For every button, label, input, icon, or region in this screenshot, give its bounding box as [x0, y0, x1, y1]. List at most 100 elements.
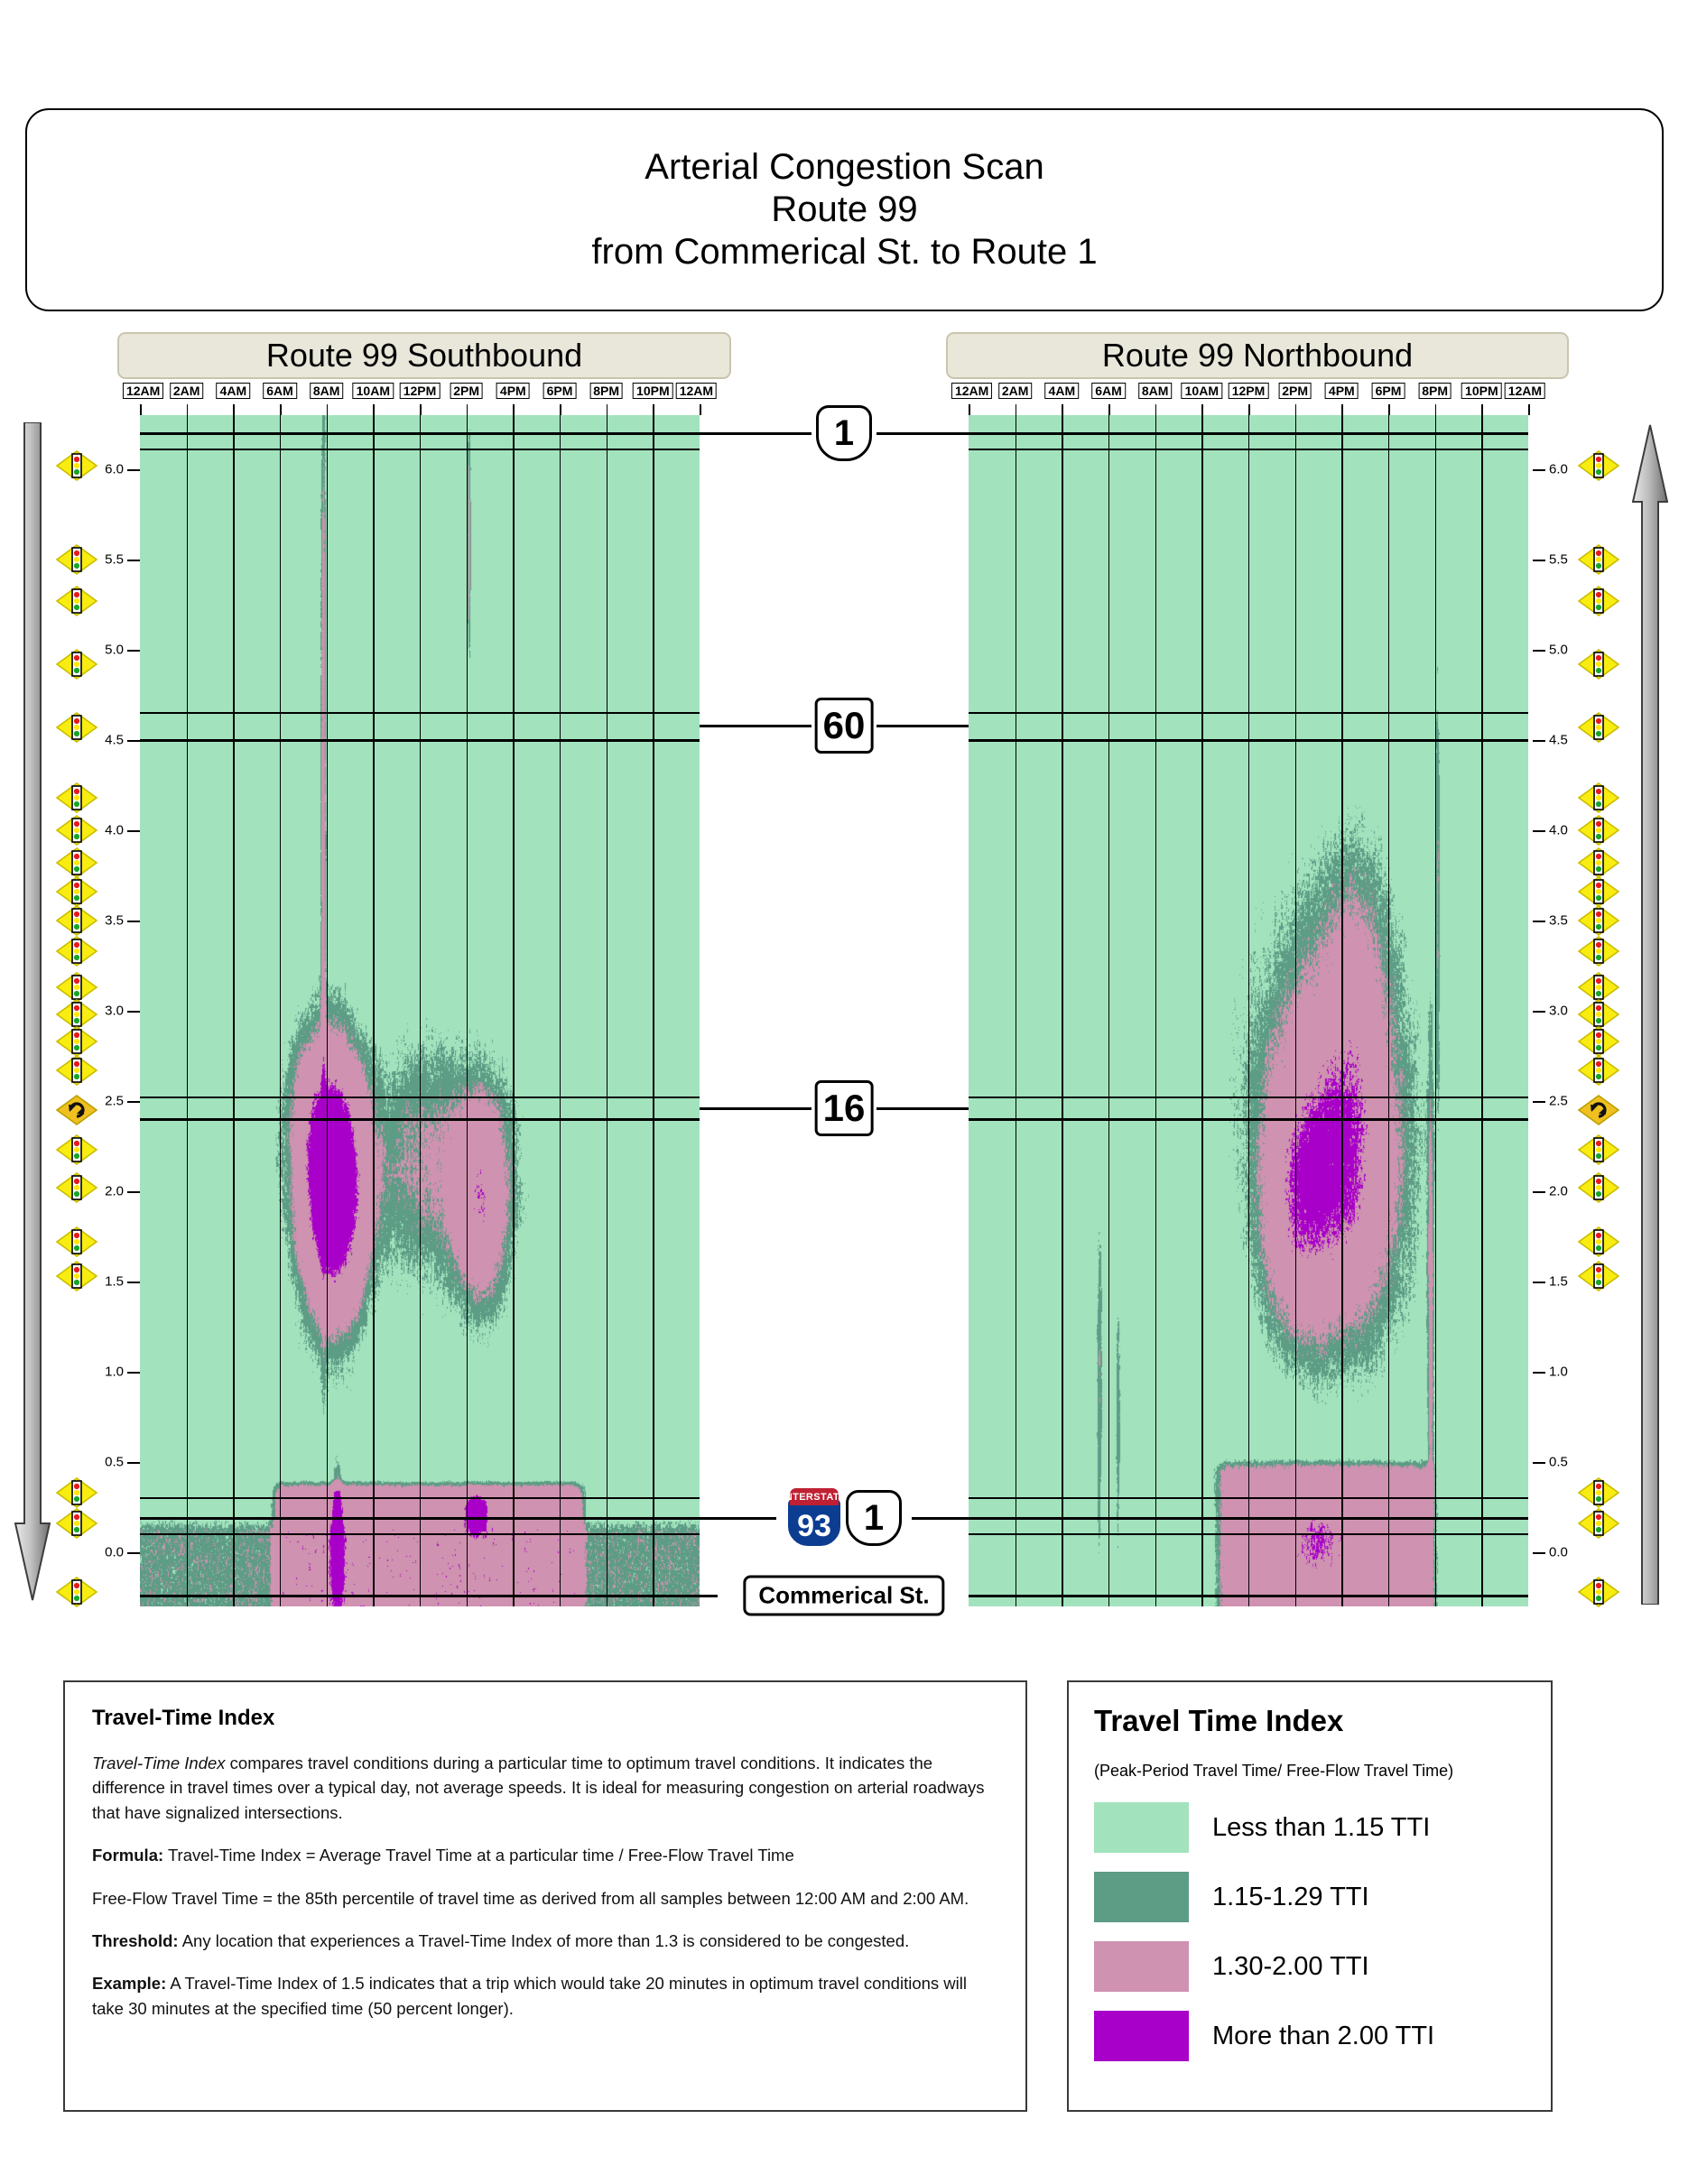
- segment-boundary-line: [969, 1117, 1528, 1121]
- info-box-example: Example: A Travel-Time Index of 1.5 indi…: [92, 1971, 998, 2021]
- mile-tick-label: 2.0: [105, 1183, 124, 1199]
- mile-tick-label: 6.0: [1549, 461, 1568, 477]
- time-tick-stem: [700, 404, 701, 415]
- time-tick-label: 4AM: [216, 383, 251, 399]
- segment-boundary-line: [969, 1594, 1528, 1597]
- marker-connector-rule: [876, 431, 969, 435]
- traffic-signal-diamond-icon: [1577, 450, 1620, 481]
- marker-connector-rule: [700, 1516, 776, 1520]
- info-box-formula: Formula: Travel-Time Index = Average Tra…: [92, 1843, 998, 1867]
- time-tick-label: 10PM: [1461, 383, 1502, 399]
- traffic-signal-diamond-icon: [1577, 712, 1620, 743]
- time-tick-stem: [1434, 404, 1437, 415]
- marker-connector-rule: [700, 724, 812, 727]
- mile-tick-label: 4.5: [105, 732, 124, 748]
- traffic-signal-diamond-icon: [55, 1055, 98, 1086]
- threshold-label: Threshold:: [92, 1930, 179, 1950]
- time-gridline: [373, 415, 375, 1606]
- right-mile-axis: 0.0 0.5 1.0 1.5 2.0 2.5 3.0 3.5 4.0 4.5 5.0 5.5 6.0: [1533, 415, 1616, 1606]
- mile-tick: [1533, 469, 1545, 471]
- time-tick-label: 4AM: [1044, 383, 1080, 399]
- traffic-signal-diamond-icon: [1577, 782, 1620, 813]
- time-tick-label: 6AM: [263, 383, 297, 399]
- marker-connector-rule: [876, 1106, 969, 1110]
- traffic-signal-diamond-icon: [1577, 1055, 1620, 1086]
- time-tick-stem: [420, 404, 422, 415]
- time-tick-label: 8PM: [1418, 383, 1452, 399]
- page-title-line-2: Route 99: [771, 189, 918, 229]
- traffic-signal-diamond-icon: [1577, 1226, 1620, 1257]
- mile-tick-label: 0.0: [1549, 1544, 1568, 1560]
- traffic-signal-diamond-icon: [55, 649, 98, 680]
- info-box-definition: Travel-Time Index compares travel condit…: [92, 1751, 998, 1825]
- segment-boundary-line: [140, 1516, 700, 1520]
- legend-item: 1.30-2.00 TTI: [1094, 1941, 1526, 1992]
- time-tick-label: 2AM: [997, 383, 1033, 399]
- time-tick-label: 10AM: [352, 383, 394, 399]
- traffic-signal-diamond-icon: [55, 782, 98, 813]
- northbound-time-axis: 12AM 2AM 4AM 6AM 8AM 10AM 12PM 2PM 4PM 6PM 8PM 10PM…: [951, 383, 1546, 415]
- segment-boundary-line: [140, 1497, 700, 1499]
- time-gridline: [326, 415, 329, 1606]
- time-gridline: [420, 415, 422, 1606]
- time-tick-label: 12AM: [1504, 383, 1546, 399]
- formula-label: Formula:: [92, 1846, 164, 1865]
- time-tick-stem: [326, 404, 329, 415]
- time-tick-label: 12AM: [951, 383, 993, 399]
- time-gridline: [513, 415, 515, 1606]
- mile-tick-label: 0.5: [1549, 1454, 1568, 1470]
- traffic-signal-diamond-icon: [55, 1026, 98, 1057]
- segment-boundary-line: [969, 712, 1528, 714]
- segment-boundary-line: [140, 449, 700, 450]
- mile-tick-label: 4.5: [1549, 732, 1568, 748]
- traffic-signal-diamond-icon: [55, 905, 98, 936]
- traffic-signal-diamond-icon: [1577, 1477, 1620, 1508]
- mile-tick: [127, 1282, 140, 1283]
- mile-tick: [1533, 1101, 1545, 1103]
- street-name-plate: Commerical St.: [743, 1575, 945, 1616]
- mile-tick: [127, 469, 140, 471]
- traffic-signal-diamond-icon: [55, 999, 98, 1030]
- threshold-text: Any location that experiences a Travel-T…: [178, 1930, 910, 1950]
- mile-tick-label: 5.0: [1549, 642, 1568, 658]
- traffic-signal-diamond-icon: [1577, 586, 1620, 616]
- mile-tick: [127, 1101, 140, 1103]
- mile-tick-label: 6.0: [105, 461, 124, 477]
- southbound-congestion-plot: [140, 415, 700, 1606]
- time-tick-stem: [280, 404, 282, 415]
- time-tick-stem: [513, 404, 515, 415]
- mile-tick: [1533, 740, 1545, 742]
- traffic-signal-diamond-icon: [55, 847, 98, 878]
- traffic-signal-diamond-icon: [55, 712, 98, 743]
- mile-tick: [1533, 1552, 1545, 1554]
- mile-tick-label: 0.5: [105, 1454, 124, 1470]
- mile-tick-label: 5.5: [105, 551, 124, 568]
- segment-boundary-line: [140, 1533, 700, 1535]
- legend-color-swatch: [1094, 1802, 1189, 1853]
- time-tick-stem: [1481, 404, 1483, 415]
- page-title-card: Arterial Congestion Scan Route 99 from C…: [25, 108, 1664, 311]
- marker-connector-rule: [912, 1516, 969, 1520]
- southbound-direction-banner: Route 99 Southbound: [117, 332, 731, 379]
- time-gridline: [1481, 415, 1483, 1606]
- legend-color-swatch: [1094, 1872, 1189, 1922]
- marker-connector-rule: [700, 1106, 812, 1110]
- time-gridline: [1155, 415, 1157, 1606]
- mile-tick: [1533, 1011, 1545, 1013]
- traffic-signal-diamond-icon: [55, 1226, 98, 1257]
- traffic-signal-diamond-icon: [1577, 847, 1620, 878]
- time-tick-stem: [1155, 404, 1157, 415]
- time-tick-label: 2PM: [1278, 383, 1312, 399]
- time-gridline: [1434, 415, 1437, 1606]
- time-tick-label: 12PM: [399, 383, 441, 399]
- traffic-signal-diamond-icon: [55, 1508, 98, 1539]
- mile-tick-label: 3.5: [105, 912, 124, 929]
- traffic-signal-diamond-icon: [55, 1577, 98, 1607]
- mile-tick: [127, 1191, 140, 1193]
- legend-color-swatch: [1094, 2011, 1189, 2061]
- time-gridline: [1201, 415, 1203, 1606]
- mile-tick-label: 2.0: [1549, 1183, 1568, 1199]
- segment-boundary-line: [969, 449, 1528, 450]
- roundabout-diamond-icon: [1577, 1095, 1620, 1125]
- northbound-up-arrow-icon: [1632, 424, 1668, 1605]
